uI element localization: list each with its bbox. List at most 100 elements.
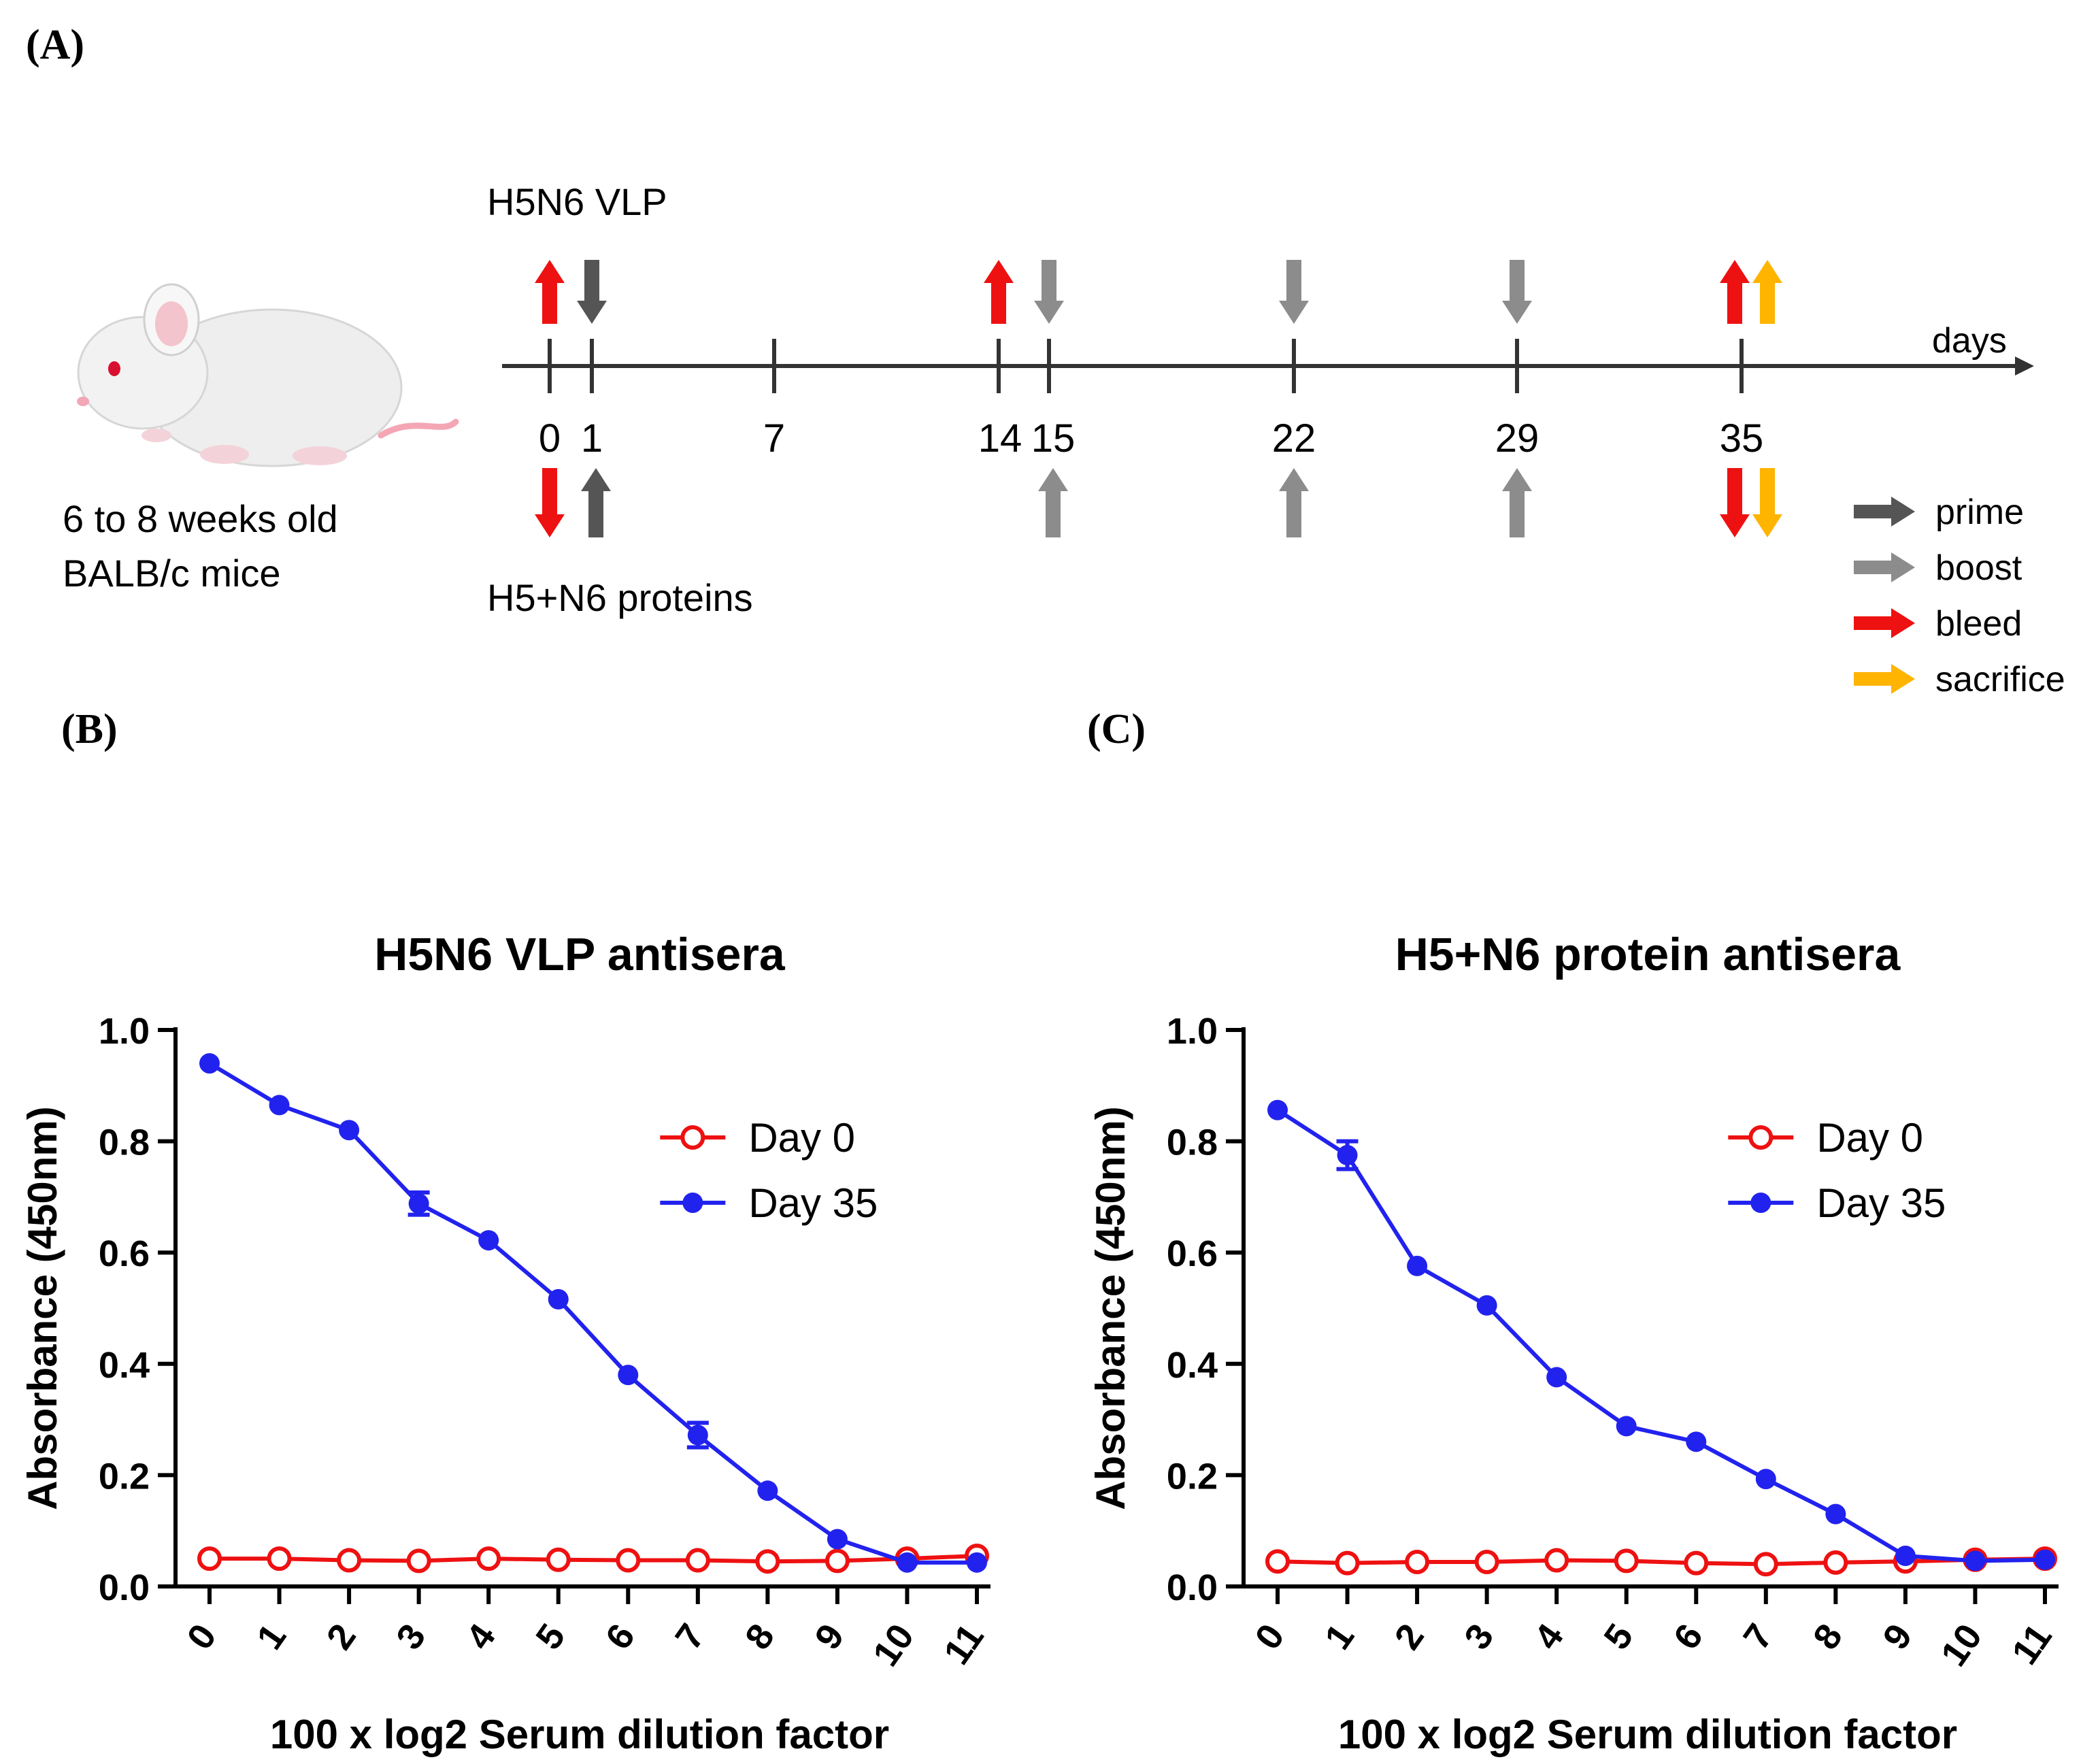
data-point-day-35 xyxy=(1825,1503,1846,1525)
data-point-day-35 xyxy=(199,1053,220,1074)
y-tick-label: 0.0 xyxy=(1167,1567,1218,1608)
y-tick-label: 0.4 xyxy=(1167,1345,1218,1386)
data-point-day-35 xyxy=(1407,1255,1428,1276)
arrow-bottom-prime-day-1 xyxy=(581,468,611,537)
data-point-day-0 xyxy=(337,1548,362,1573)
mouse-caption-line1: 6 to 8 weeks old xyxy=(63,497,338,540)
timeline-tick-label-day-7: 7 xyxy=(763,416,785,461)
x-tick-label: 10 xyxy=(1933,1616,1991,1674)
x-tick-label: 7 xyxy=(667,1616,712,1657)
x-tick-label: 0 xyxy=(179,1616,224,1657)
arrow-bottom-bleed-day-0 xyxy=(535,468,565,537)
data-point-day-35 xyxy=(1546,1367,1567,1388)
arrow-top-prime-day-1 xyxy=(577,260,607,324)
data-point-day-0 xyxy=(1753,1552,1778,1577)
legend-label: Day 0 xyxy=(748,1115,855,1161)
y-tick-label: 0.8 xyxy=(1167,1122,1218,1163)
data-point-day-35 xyxy=(757,1480,778,1501)
arrow-top-bleed-day-35 xyxy=(1720,260,1750,324)
arrow-top-sacrifice-day-35 xyxy=(1752,260,1782,324)
data-point-day-0 xyxy=(1614,1548,1639,1574)
arrow-top-bleed-day-14 xyxy=(984,260,1014,324)
y-axis-label: Absorbance (450nm) xyxy=(1088,1106,1133,1510)
x-tick-label: 5 xyxy=(528,1616,573,1657)
legend-label: Day 35 xyxy=(748,1180,878,1226)
arrow-bottom-sacrifice-day-35 xyxy=(1752,468,1782,537)
data-point-day-0 xyxy=(1265,1549,1290,1574)
x-tick-label: 4 xyxy=(459,1616,503,1657)
timeline-tick-label-day-14: 14 xyxy=(978,416,1022,461)
x-tick-label: 9 xyxy=(1875,1616,1920,1657)
data-point-day-0 xyxy=(616,1548,641,1573)
group-label-vlp: H5N6 VLP xyxy=(487,180,667,223)
timeline-unit-label: days xyxy=(1932,321,2007,361)
legend-arrow-sacrifice xyxy=(1854,664,1915,694)
timeline-event-arrows xyxy=(535,260,1782,537)
data-point-day-0 xyxy=(197,1546,222,1571)
x-tick-label: 9 xyxy=(807,1616,852,1657)
legend-label: Day 0 xyxy=(1816,1115,1923,1161)
group-label-proteins: H5+N6 proteins xyxy=(487,576,753,619)
legend-label-bleed: bleed xyxy=(1935,604,2022,644)
series-line-day-0 xyxy=(210,1554,978,1564)
panel-label-c: (C) xyxy=(1087,706,1146,752)
timeline-tick-label-day-29: 29 xyxy=(1495,416,1539,461)
y-axis-label: Absorbance (450nm) xyxy=(20,1106,65,1510)
x-axis-label: 100 x log2 Serum dilution factor xyxy=(1338,1712,1957,1757)
series-line-day-35 xyxy=(1276,1108,2046,1563)
panel-label-a: (A) xyxy=(26,22,84,68)
data-point-day-0 xyxy=(476,1546,501,1571)
arrow-top-boost-day-15 xyxy=(1034,260,1064,324)
x-tick-label: 2 xyxy=(1387,1616,1432,1657)
arrow-top-boost-day-22 xyxy=(1279,260,1309,324)
panel-label-b: (B) xyxy=(61,706,118,752)
data-point-day-35 xyxy=(478,1230,499,1251)
x-tick-label: 11 xyxy=(2004,1616,2060,1671)
data-point-day-35 xyxy=(548,1288,569,1310)
x-tick-label: 4 xyxy=(1527,1616,1571,1657)
arrow-bottom-boost-day-22 xyxy=(1279,468,1309,537)
legend-label-sacrifice: sacrifice xyxy=(1935,660,2065,699)
x-tick-label: 6 xyxy=(1666,1616,1711,1657)
y-tick-label: 1.0 xyxy=(1167,1011,1218,1052)
data-point-day-0 xyxy=(1823,1550,1848,1575)
data-point-day-0 xyxy=(825,1548,850,1574)
timeline-arrowhead xyxy=(2015,356,2034,376)
timeline-tick-label-day-1: 1 xyxy=(581,416,603,461)
x-tick-label: 8 xyxy=(1805,1616,1850,1657)
data-point-day-35 xyxy=(897,1552,918,1573)
data-point-day-35 xyxy=(1895,1546,1916,1567)
data-point-day-35 xyxy=(408,1193,429,1214)
timeline-tick-label-day-35: 35 xyxy=(1720,416,1764,461)
y-tick-label: 0.6 xyxy=(1167,1233,1218,1274)
x-tick-label: 1 xyxy=(1317,1616,1362,1657)
x-tick-label: 10 xyxy=(865,1616,922,1674)
data-point-day-0 xyxy=(755,1549,780,1574)
x-tick-label: 3 xyxy=(388,1616,433,1657)
mouse-illustration xyxy=(77,283,459,467)
timeline-tick-label-day-15: 15 xyxy=(1031,416,1076,461)
y-tick-label: 0.4 xyxy=(99,1345,150,1386)
chart-title: H5+N6 protein antisera xyxy=(1395,929,1901,980)
legend-arrow-bleed xyxy=(1854,608,1915,638)
legend-arrow-prime xyxy=(1854,497,1915,527)
x-tick-label: 5 xyxy=(1596,1616,1641,1657)
timeline-ticks: 0 1 7 14 15 22 29 35 xyxy=(539,339,1763,461)
x-tick-label: 3 xyxy=(1456,1616,1501,1657)
y-tick-label: 0.2 xyxy=(1167,1456,1218,1497)
data-point-day-0 xyxy=(546,1547,571,1572)
arrow-top-bleed-day-0 xyxy=(535,260,565,324)
data-point-day-0 xyxy=(1335,1550,1360,1576)
legend-label-boost: boost xyxy=(1935,548,2022,588)
y-tick-label: 0.2 xyxy=(99,1456,150,1497)
arrow-bottom-bleed-day-35 xyxy=(1720,468,1750,537)
mouse-caption-line2: BALB/c mice xyxy=(63,552,281,595)
data-point-day-35 xyxy=(2035,1549,2055,1570)
data-point-day-35 xyxy=(1965,1550,1986,1571)
x-tick-label: 11 xyxy=(936,1616,992,1671)
x-tick-label: 2 xyxy=(319,1616,364,1657)
data-point-day-35 xyxy=(269,1095,290,1116)
data-point-day-35 xyxy=(618,1365,639,1386)
data-point-day-35 xyxy=(339,1120,360,1141)
y-tick-label: 0.6 xyxy=(99,1233,150,1274)
